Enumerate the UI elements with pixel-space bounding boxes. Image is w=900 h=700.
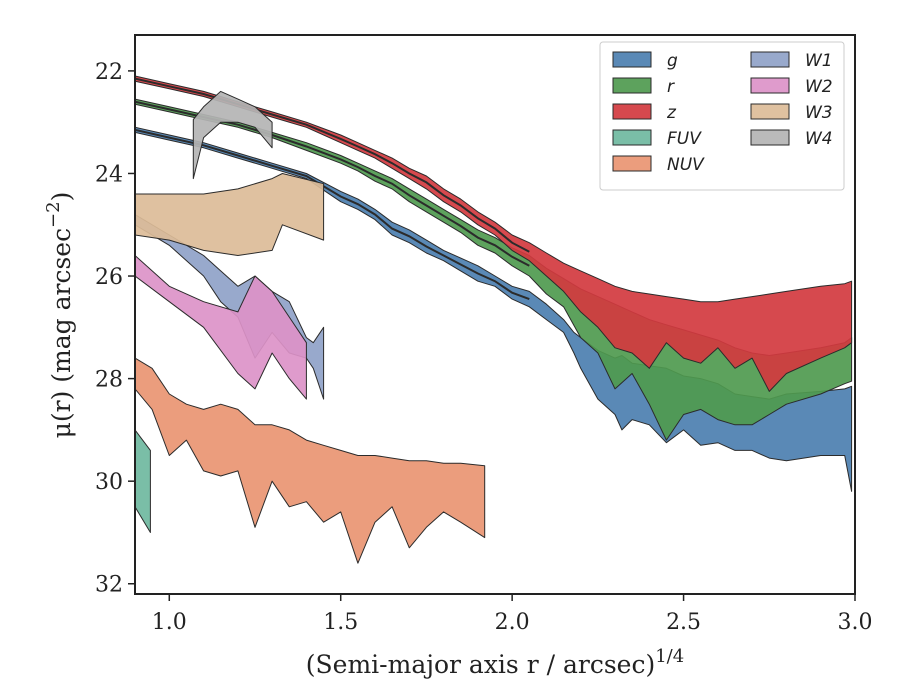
band-w4	[192, 90, 273, 180]
x-tick-label: 2.0	[495, 610, 530, 635]
profile-line-r	[135, 100, 530, 267]
x-tick-label: 1.5	[323, 610, 358, 635]
y-tick-label: 24	[95, 162, 123, 187]
legend-label-w3: W3	[805, 103, 833, 123]
y-axis-label: μ(r) (mag arcsec−2)	[43, 192, 76, 439]
y-tick-label: 26	[95, 265, 123, 290]
legend-swatch-nuv	[612, 155, 652, 172]
series-w1	[135, 214, 325, 400]
legend-label-nuv: NUV	[667, 155, 705, 175]
band-layer	[135, 75, 853, 564]
band-nuv	[135, 357, 486, 564]
y-tick-label: 28	[95, 368, 123, 393]
x-axis-label: (Semi-major axis r / arcsec)1/4	[306, 646, 684, 679]
legend-label-r: r	[667, 77, 675, 97]
y-tick-label: 32	[95, 573, 123, 598]
series-w2	[135, 255, 307, 400]
series-nuv	[135, 357, 486, 564]
x-tick-label: 1.0	[152, 610, 187, 635]
x-tick-label: 3.0	[838, 610, 873, 635]
legend-label-z: z	[666, 103, 677, 123]
legend-swatch-w2	[750, 77, 790, 94]
y-axis: 22 24 26 28 30 32	[95, 60, 135, 598]
legend-swatch-fuv	[612, 129, 652, 146]
plot-frame	[134, 34, 856, 595]
band-z	[135, 75, 853, 392]
legend-swatch-g	[612, 51, 652, 68]
band-r	[135, 98, 853, 441]
legend-swatch-w1	[750, 51, 790, 68]
y-tick-label: 30	[95, 470, 123, 495]
legend-label-g: g	[667, 51, 678, 71]
legend-label-w2: W2	[805, 77, 833, 97]
legend-swatch-r	[612, 77, 652, 94]
x-tick-label: 2.5	[666, 610, 701, 635]
legend-label-fuv: FUV	[667, 129, 702, 149]
series-r	[135, 98, 853, 441]
series-w3	[135, 173, 325, 256]
profile-line-g	[135, 128, 530, 301]
legend: grz FUV NUV W1 W2 W3 W4	[599, 41, 845, 191]
band-w2	[135, 255, 307, 400]
legend-label-w4: W4	[805, 129, 833, 149]
legend-label-w1: W1	[805, 51, 833, 71]
legend-swatch-w4	[750, 129, 790, 146]
x-axis: 1.0 1.5 2.0 2.5 3.0	[152, 594, 873, 635]
band-w1	[135, 214, 325, 400]
series-fuv	[135, 429, 151, 533]
legend-swatch-z	[612, 103, 652, 120]
band-fuv	[135, 429, 151, 533]
band-w3	[135, 173, 325, 256]
series-w4	[192, 90, 273, 180]
y-tick-label: 22	[95, 60, 123, 85]
legend-swatch-w3	[750, 103, 790, 120]
